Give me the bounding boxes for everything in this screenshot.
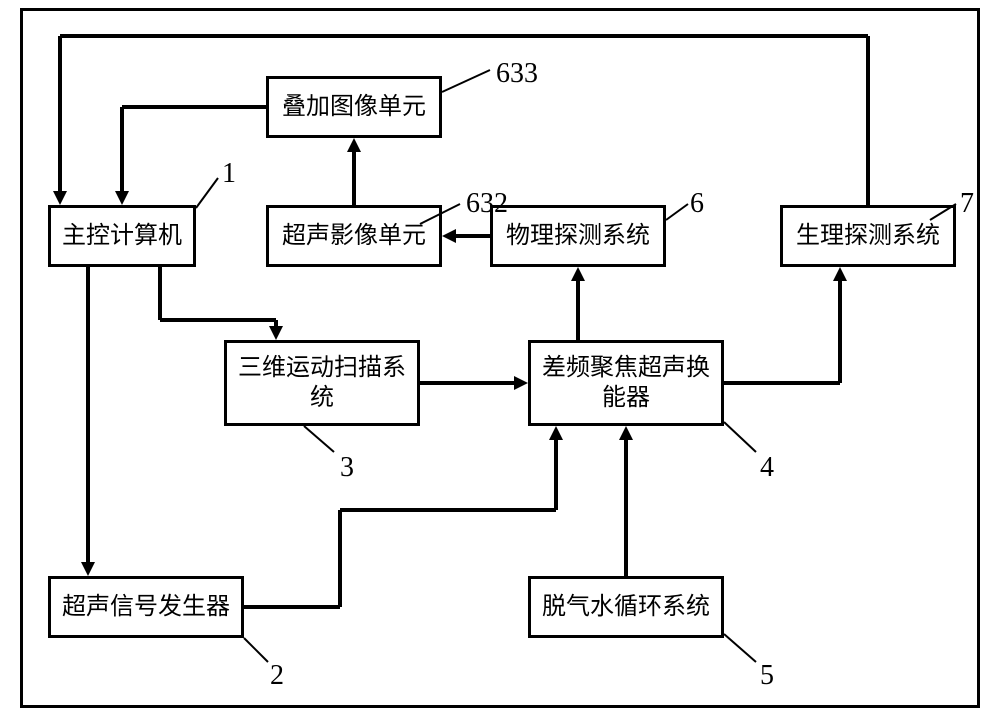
ref-label: 3: [340, 452, 354, 484]
node-label: 脱气水循环系统: [542, 592, 710, 622]
diagram-canvas: 叠加图像单元 主控计算机 超声影像单元 物理探测系统 生理探测系统 三维运动扫描…: [0, 0, 1000, 716]
ref-label: 7: [960, 188, 974, 220]
ref-label: 632: [466, 188, 508, 220]
node-label: 超声影像单元: [282, 221, 426, 251]
node-overlay-image-unit: 叠加图像单元: [266, 76, 442, 138]
node-label: 差频聚焦超声换能器: [535, 353, 717, 413]
node-label: 主控计算机: [62, 221, 182, 251]
ref-label: 2: [270, 660, 284, 692]
node-main-computer: 主控计算机: [48, 205, 196, 267]
node-signal-generator: 超声信号发生器: [48, 576, 244, 638]
node-physio-detection: 生理探测系统: [780, 205, 956, 267]
ref-label: 5: [760, 660, 774, 692]
node-physical-detection: 物理探测系统: [490, 205, 666, 267]
node-3d-scan-system: 三维运动扫描系统: [224, 340, 420, 426]
node-diff-transducer: 差频聚焦超声换能器: [528, 340, 724, 426]
node-label: 生理探测系统: [796, 221, 940, 251]
ref-label: 633: [496, 58, 538, 90]
node-ultrasound-image-unit: 超声影像单元: [266, 205, 442, 267]
ref-label: 1: [222, 158, 236, 190]
node-label: 物理探测系统: [506, 221, 650, 251]
node-label: 叠加图像单元: [282, 92, 426, 122]
ref-label: 6: [690, 188, 704, 220]
ref-label: 4: [760, 452, 774, 484]
node-label: 超声信号发生器: [62, 592, 230, 622]
node-degas-water-system: 脱气水循环系统: [528, 576, 724, 638]
node-label: 三维运动扫描系统: [231, 353, 413, 413]
